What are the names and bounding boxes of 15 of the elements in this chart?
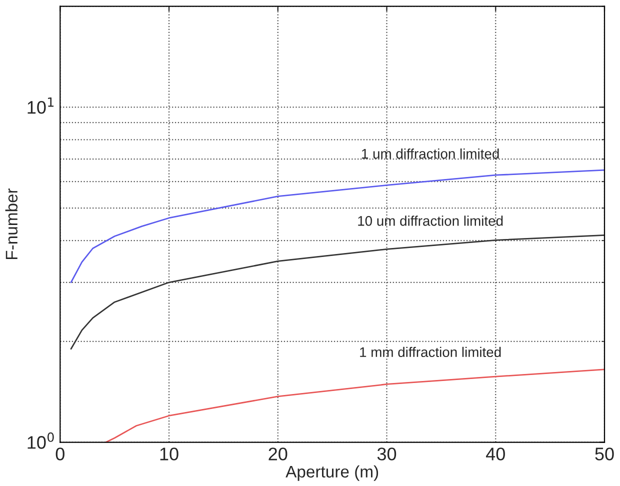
x-tick-label: 50 (595, 448, 614, 460)
x-tick-label: 40 (486, 448, 505, 460)
y-tick-label: 10$^{1}$ (28, 97, 54, 114)
line-series (70, 169, 604, 284)
x-tick-label: 10 (160, 448, 178, 460)
line-series (105, 368, 604, 442)
annotation: 10 um diffraction limited (358, 216, 503, 226)
x-tick-label: 20 (268, 448, 288, 460)
x-axis-title: Aperture (m) (286, 465, 378, 481)
y-tick-label: 10$^{0}$ (28, 432, 54, 449)
x-tick-label: 0 (56, 448, 64, 460)
x-tick-label: 30 (377, 448, 396, 460)
annotation: 1 um diffraction limited (362, 148, 499, 159)
annotation: 1 mm diffraction limited (360, 346, 501, 358)
y-axis-title: F-number (5, 188, 18, 260)
